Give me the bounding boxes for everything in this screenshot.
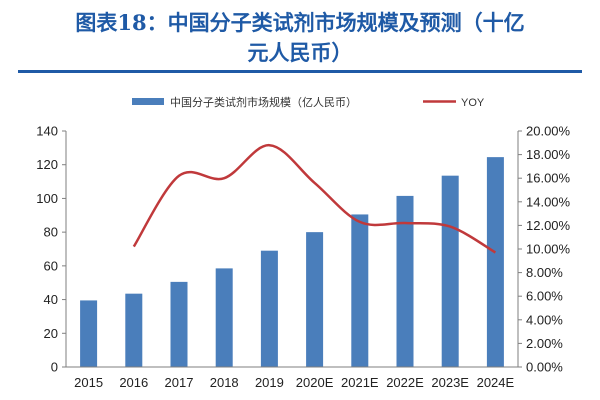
left-tick-label: 60 xyxy=(44,258,58,273)
right-tick-label: 14.00% xyxy=(526,194,571,209)
left-tick-label: 0 xyxy=(51,360,58,375)
legend-label-bars: 中国分子类试剂市场规模（亿人民币） xyxy=(170,95,357,109)
x-tick-label: 2015 xyxy=(74,375,103,390)
x-tick-label: 2023E xyxy=(431,375,469,390)
bar-2019 xyxy=(260,250,278,367)
x-tick-label: 2020E xyxy=(296,375,334,390)
right-tick-label: 16.00% xyxy=(526,171,571,186)
bar-2016 xyxy=(125,293,143,367)
left-tick-label: 100 xyxy=(36,191,58,206)
bar-2017 xyxy=(170,281,188,367)
left-tick-label: 20 xyxy=(44,326,58,341)
chart-title-line-2: 元人民币） xyxy=(247,40,353,65)
x-tick-label: 2019 xyxy=(255,375,284,390)
x-tick-label: 2018 xyxy=(210,375,239,390)
left-tick-label: 80 xyxy=(44,225,58,240)
right-tick-label: 20.00% xyxy=(526,124,571,139)
right-tick-label: 0.00% xyxy=(526,360,563,375)
x-tick-label: 2021E xyxy=(341,375,379,390)
bar-2018 xyxy=(215,268,233,367)
bar-2015 xyxy=(80,300,98,367)
chart-title-line-1: 图表18：中国分子类试剂市场规模及预测（十亿 xyxy=(75,10,525,35)
bar-2024E xyxy=(486,157,504,367)
x-tick-label: 2024E xyxy=(477,375,515,390)
legend-label-yoy: YOY xyxy=(461,97,485,109)
right-tick-label: 6.00% xyxy=(526,289,563,304)
bar-2023E xyxy=(441,175,459,367)
x-tick-label: 2016 xyxy=(119,375,148,390)
bar-2020E xyxy=(306,232,324,367)
x-tick-label: 2017 xyxy=(165,375,194,390)
title-underline xyxy=(18,70,582,73)
left-tick-label: 40 xyxy=(44,292,58,307)
bar-2022E xyxy=(396,195,414,367)
right-tick-label: 2.00% xyxy=(526,336,563,351)
x-tick-label: 2022E xyxy=(386,375,424,390)
right-tick-label: 12.00% xyxy=(526,218,571,233)
right-tick-label: 18.00% xyxy=(526,147,571,162)
left-tick-label: 120 xyxy=(36,157,58,172)
right-tick-label: 10.00% xyxy=(526,242,571,257)
right-tick-label: 4.00% xyxy=(526,312,563,327)
legend-swatch-bars xyxy=(132,98,164,105)
yoy-line xyxy=(132,143,497,254)
right-tick-label: 8.00% xyxy=(526,265,563,280)
bar-2021E xyxy=(351,214,369,367)
left-tick-label: 140 xyxy=(36,124,58,139)
